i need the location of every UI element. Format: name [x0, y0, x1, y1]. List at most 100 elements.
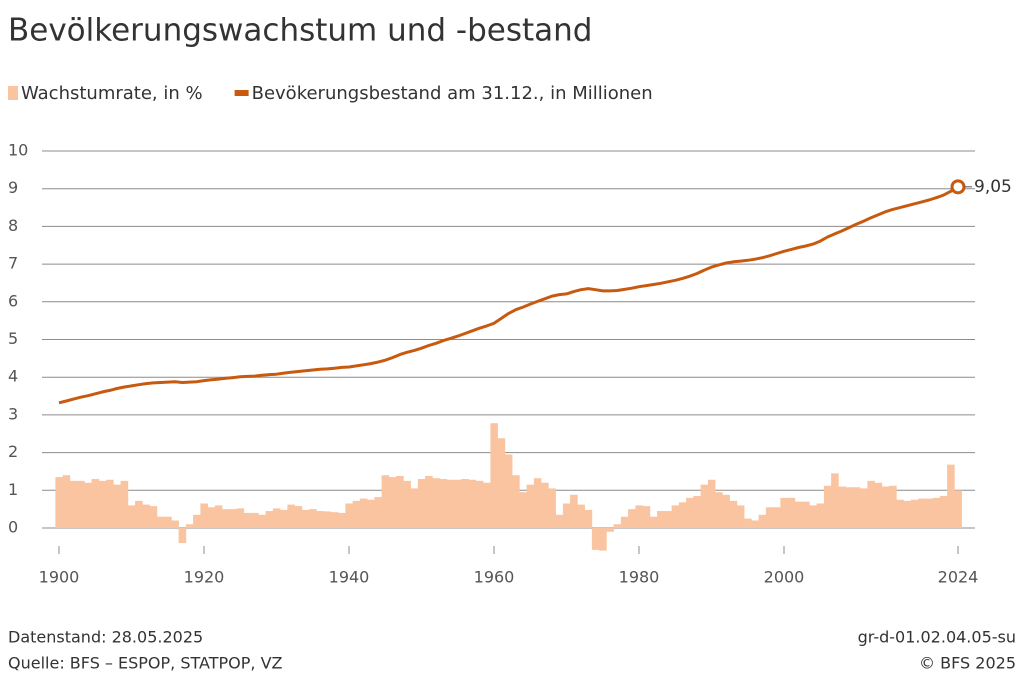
- y-tick-label: 2: [8, 442, 18, 461]
- bar: [809, 505, 817, 528]
- bar: [265, 511, 274, 528]
- bar: [584, 509, 593, 528]
- bar: [802, 501, 810, 528]
- bar: [635, 505, 643, 528]
- bar: [765, 507, 774, 528]
- bar: [106, 479, 114, 528]
- bar: [439, 478, 448, 528]
- footer-text: © BFS 2025: [919, 654, 1016, 673]
- x-tick-label: 1920: [184, 568, 225, 587]
- bar: [715, 492, 723, 528]
- bar: [954, 490, 962, 528]
- y-tick-label: 4: [8, 367, 18, 386]
- bar: [446, 479, 455, 528]
- bar: [403, 480, 411, 528]
- bar: [62, 475, 71, 528]
- bar: [367, 499, 375, 528]
- bar: [620, 516, 629, 528]
- x-tick-label: 1960: [474, 568, 515, 587]
- bar: [113, 484, 121, 528]
- end-marker: [950, 179, 966, 195]
- bar: [932, 497, 941, 528]
- bar: [925, 498, 933, 528]
- bar: [388, 477, 397, 528]
- bar: [120, 480, 129, 528]
- bar: [947, 464, 955, 528]
- bar: [164, 516, 172, 528]
- line: [58, 185, 959, 405]
- bar: [664, 511, 672, 528]
- bar: [454, 479, 462, 528]
- bar: [729, 500, 738, 528]
- bar: [316, 511, 324, 528]
- y-tick-label: 8: [8, 216, 18, 235]
- footer-text: gr-d-01.02.04.05-su: [858, 628, 1016, 647]
- chart-title: Bevölkerungswachstum und -bestand: [8, 13, 593, 49]
- bar: [236, 508, 245, 528]
- bar: [555, 514, 564, 528]
- bar: [918, 498, 926, 528]
- y-tick-label: 9: [8, 178, 18, 197]
- bar: [461, 478, 469, 528]
- bar: [751, 520, 759, 528]
- bar: [562, 503, 571, 528]
- bar: [200, 503, 208, 528]
- bar: [432, 478, 440, 528]
- bar: [939, 495, 948, 528]
- bar: [287, 504, 295, 528]
- bar: [98, 480, 107, 528]
- bar: [345, 503, 353, 528]
- bar: [860, 488, 868, 528]
- bar: [229, 509, 237, 528]
- bar: [838, 486, 846, 528]
- bar: [736, 505, 745, 528]
- bar: [541, 482, 549, 528]
- x-tick-label: 1980: [619, 568, 660, 587]
- bar: [722, 494, 730, 528]
- bar: [852, 487, 861, 528]
- bar: [889, 485, 897, 528]
- bar: [425, 475, 433, 528]
- bar: [149, 506, 158, 528]
- bar: [77, 480, 85, 528]
- bar: [628, 509, 636, 528]
- footer-text: Datenstand: 28.05.2025: [8, 628, 203, 647]
- bar: [258, 514, 266, 528]
- bar: [700, 484, 709, 528]
- bar: [707, 479, 716, 528]
- bar: [396, 475, 404, 528]
- bar: [497, 438, 506, 528]
- bar: [91, 478, 100, 528]
- bar: [845, 487, 854, 528]
- y-tick-label: 6: [8, 291, 18, 310]
- bar: [686, 497, 694, 528]
- bar: [831, 473, 839, 528]
- bar: [642, 506, 651, 528]
- bar: [678, 502, 687, 528]
- bar: [910, 499, 919, 528]
- x-tick-label: 1940: [329, 568, 370, 587]
- bar: [417, 478, 426, 528]
- y-tick-label: 0: [8, 518, 18, 537]
- bar: [323, 511, 332, 528]
- bar: [896, 499, 904, 528]
- bar: [649, 516, 658, 528]
- bar: [214, 505, 223, 528]
- bar: [744, 518, 752, 528]
- x-tick-label: 1900: [39, 568, 80, 587]
- bar: [490, 423, 498, 528]
- bar: [222, 509, 230, 528]
- bar: [758, 514, 767, 528]
- bar: [881, 486, 890, 528]
- bar: [577, 504, 585, 528]
- bar: [185, 524, 194, 528]
- bar: [475, 480, 484, 528]
- bar: [156, 516, 165, 528]
- bar: [243, 512, 252, 528]
- bar: [207, 507, 216, 528]
- bar: [867, 480, 875, 528]
- bar: [410, 488, 419, 528]
- bar: [374, 497, 382, 528]
- y-tick-label: 3: [8, 404, 18, 423]
